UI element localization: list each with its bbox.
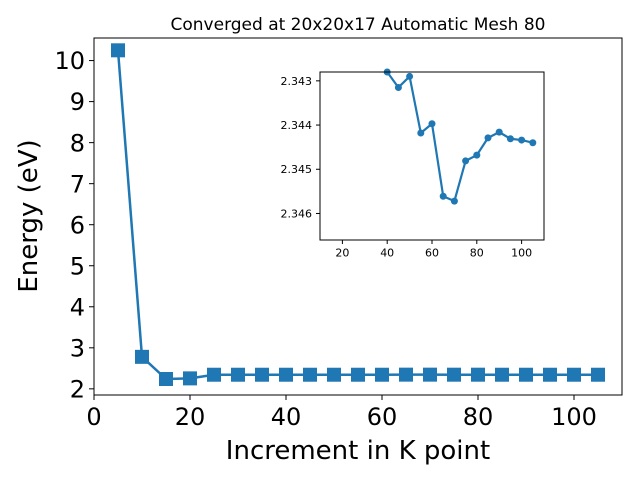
inset-x-tick-label: 100 <box>511 246 532 259</box>
main-series-group <box>111 43 605 386</box>
main-y-tick-label: 3 <box>70 334 85 362</box>
main-x-tick-label: 60 <box>367 403 398 431</box>
main-data-point <box>519 367 533 382</box>
main-y-tick-label: 4 <box>70 293 85 321</box>
inset-x-ticks: 20 40 60 80 100 <box>335 240 532 259</box>
inset-background <box>320 72 544 240</box>
inset-data-point <box>462 157 470 165</box>
main-plot-frame <box>93 37 623 396</box>
inset-data-point <box>473 151 481 159</box>
inset-data-point <box>417 129 425 137</box>
main-y-tick-label: 9 <box>70 88 85 116</box>
main-data-point <box>399 367 413 382</box>
inset-x-tick-label: 60 <box>425 246 439 259</box>
main-data-point <box>207 367 221 382</box>
main-data-point <box>591 367 605 382</box>
main-data-point <box>159 372 173 386</box>
y-axis-label: Energy (eV) <box>14 139 44 292</box>
main-data-point <box>327 367 341 382</box>
main-y-ticks: 2 3 4 5 6 7 8 9 10 <box>54 47 94 403</box>
main-data-point <box>471 367 485 382</box>
inset-data-point <box>495 128 503 136</box>
inset-y-tick-label: 2.345 <box>281 163 313 176</box>
main-x-tick-label: 80 <box>463 403 494 431</box>
inset-data-point <box>450 197 458 205</box>
inset-data-point <box>439 192 447 200</box>
inset-data-point <box>506 135 514 143</box>
main-y-tick-label: 7 <box>70 170 85 198</box>
main-y-tick-label: 2 <box>70 375 85 403</box>
inset-data-point <box>484 134 492 142</box>
main-data-point <box>567 367 581 382</box>
main-data-point <box>279 367 293 382</box>
main-data-point <box>231 367 245 382</box>
inset-series-group <box>383 68 537 205</box>
main-data-point <box>543 367 557 382</box>
main-y-tick-label: 10 <box>54 47 85 75</box>
inset-x-tick-label: 40 <box>380 246 394 259</box>
inset-chart: 20 40 60 80 100 2.343 2.344 2.345 2.346 <box>281 68 545 259</box>
main-data-point <box>303 367 317 382</box>
main-y-tick-label: 8 <box>70 129 85 157</box>
main-data-point <box>183 371 197 386</box>
x-axis-label: Increment in K point <box>226 436 490 466</box>
chart-title: Converged at 20x20x17 Automatic Mesh 80 <box>171 15 546 35</box>
main-x-tick-label: 100 <box>551 403 597 431</box>
inset-data-point <box>394 83 402 91</box>
inset-y-tick-label: 2.343 <box>281 75 313 88</box>
inset-data-point <box>529 139 537 147</box>
main-data-point <box>255 367 269 382</box>
main-chart: 0 20 40 60 80 100 2 3 4 5 6 7 8 9 10 Converged at 20x… <box>14 15 623 466</box>
main-data-point <box>135 349 149 364</box>
main-x-tick-label: 0 <box>86 403 101 431</box>
inset-y-tick-label: 2.346 <box>281 207 313 220</box>
inset-data-point <box>428 120 436 128</box>
main-y-tick-label: 6 <box>70 211 85 239</box>
inset-x-tick-label: 80 <box>470 246 484 259</box>
main-data-point <box>423 367 437 382</box>
main-y-tick-label: 5 <box>70 252 85 280</box>
inset-y-tick-label: 2.344 <box>281 119 313 132</box>
main-data-point <box>111 43 125 58</box>
inset-x-tick-label: 20 <box>335 246 349 259</box>
inset-y-ticks: 2.343 2.344 2.345 2.346 <box>281 75 320 220</box>
main-data-point <box>351 367 365 382</box>
main-data-point <box>495 367 509 382</box>
main-x-ticks: 0 20 40 60 80 100 <box>86 395 597 431</box>
main-x-tick-label: 20 <box>175 403 206 431</box>
inset-data-point <box>406 72 414 80</box>
main-data-point <box>447 367 461 382</box>
inset-data-point <box>518 136 526 144</box>
main-data-point <box>375 367 389 382</box>
main-x-tick-label: 40 <box>271 403 302 431</box>
